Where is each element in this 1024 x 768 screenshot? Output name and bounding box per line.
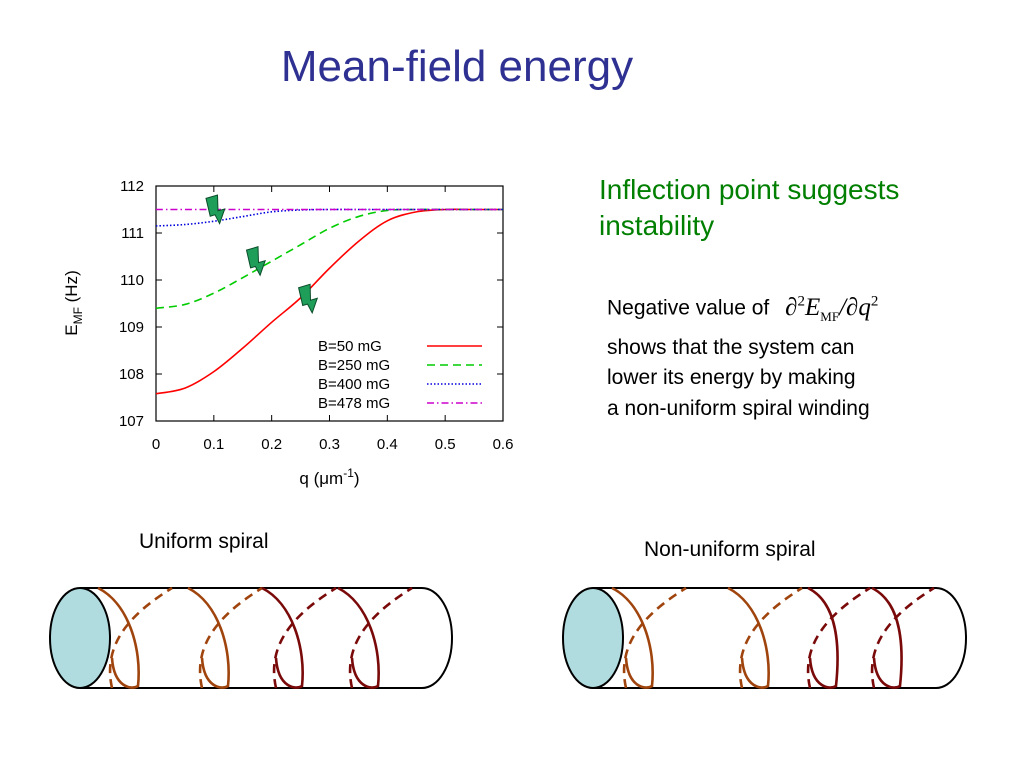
x-tick-label: 0.2 xyxy=(261,436,282,453)
inflection-note: Inflection point suggests instability xyxy=(599,172,999,244)
description-line3: lower its energy by making xyxy=(607,366,856,390)
formula-slash: /∂ xyxy=(839,294,859,322)
legend-label-3: B=400 mG xyxy=(318,376,390,393)
legend-label-2: B=250 mG xyxy=(318,357,390,374)
y-tick-label: 107 xyxy=(119,413,144,430)
formula-q: q xyxy=(858,294,871,322)
uniform-winding-back xyxy=(198,586,263,689)
uniform-winding-back xyxy=(108,586,173,689)
description-text: Negative value of ∂2EMF/∂q2 shows that t… xyxy=(607,287,878,424)
lightning-arrow-icon xyxy=(298,283,319,315)
x-tick-label: 0 xyxy=(152,436,160,453)
legend-label-4: B=478 mG xyxy=(318,395,390,412)
y-tick-label: 108 xyxy=(119,366,144,383)
uniform-winding-front xyxy=(337,586,380,689)
nonuniform-winding-front xyxy=(727,586,770,689)
series-line-3 xyxy=(155,208,503,227)
description-line4: a non-uniform spiral winding xyxy=(607,396,870,420)
nonuniform-winding-back xyxy=(806,586,871,689)
uniform-cylinder-body xyxy=(80,587,453,689)
second-derivative-formula: ∂2EMF/∂q2 xyxy=(785,294,879,325)
lightning-arrow-icon xyxy=(205,194,226,225)
nonuniform-winding-back xyxy=(870,586,935,689)
x-tick-label: 0.6 xyxy=(493,436,514,453)
formula-order: 2 xyxy=(797,294,805,310)
energy-chart: 0 0.1 0.2 0.3 0.4 0.5 0.6 107 108 109 110 111 112 q (… xyxy=(62,178,513,488)
uniform-winding-back xyxy=(348,586,413,689)
description-prefix: Negative value of xyxy=(607,296,770,320)
y-axis-label: EMF (Hz) xyxy=(62,270,85,336)
x-axis-label: q (μm-1) xyxy=(299,466,359,488)
x-tick-label: 0.5 xyxy=(435,436,456,453)
formula-energy: E xyxy=(804,294,821,322)
y-tick-label: 112 xyxy=(120,178,144,195)
y-tick-label: 110 xyxy=(120,272,144,289)
uniform-cylinder-cap xyxy=(49,587,111,689)
description-line1: Negative value of ∂2EMF/∂q2 xyxy=(607,287,878,333)
uniform-spiral-caption: Uniform spiral xyxy=(139,530,269,553)
series-line-1 xyxy=(155,208,503,395)
uniform-winding-front xyxy=(97,586,140,689)
nonuniform-spiral-caption: Non-uniform spiral xyxy=(644,538,816,561)
series-line-2 xyxy=(155,208,503,309)
spiral-diagrams xyxy=(49,586,967,689)
formula-subscript: MF xyxy=(820,309,840,325)
nonuniform-winding-front xyxy=(871,586,903,689)
legend-label-1: B=50 mG xyxy=(318,338,382,355)
y-tick-label: 109 xyxy=(119,319,144,336)
nonuniform-cylinder-body xyxy=(593,587,967,689)
nonuniform-winding-back xyxy=(738,586,803,689)
nonuniform-winding-front xyxy=(611,586,654,689)
inflection-note-line2: instability xyxy=(599,210,715,241)
description-line2: shows that the system can xyxy=(607,335,855,359)
uniform-winding-back xyxy=(272,586,337,689)
nonuniform-cylinder-cap xyxy=(562,587,624,689)
nonuniform-winding-back xyxy=(622,586,687,689)
inflection-note-line1: Inflection point suggests xyxy=(599,174,900,205)
formula-partial: ∂ xyxy=(785,294,798,322)
uniform-winding-front xyxy=(187,586,230,689)
formula-q-order: 2 xyxy=(870,294,879,310)
x-tick-label: 0.4 xyxy=(377,436,398,453)
nonuniform-winding-front xyxy=(807,586,839,689)
uniform-winding-front xyxy=(261,586,304,689)
y-tick-label: 111 xyxy=(121,225,144,242)
page-title: Mean-field energy xyxy=(280,42,634,91)
x-tick-label: 0.1 xyxy=(203,436,224,453)
x-tick-label: 0.3 xyxy=(319,436,340,453)
lightning-arrow-icon xyxy=(245,246,266,277)
